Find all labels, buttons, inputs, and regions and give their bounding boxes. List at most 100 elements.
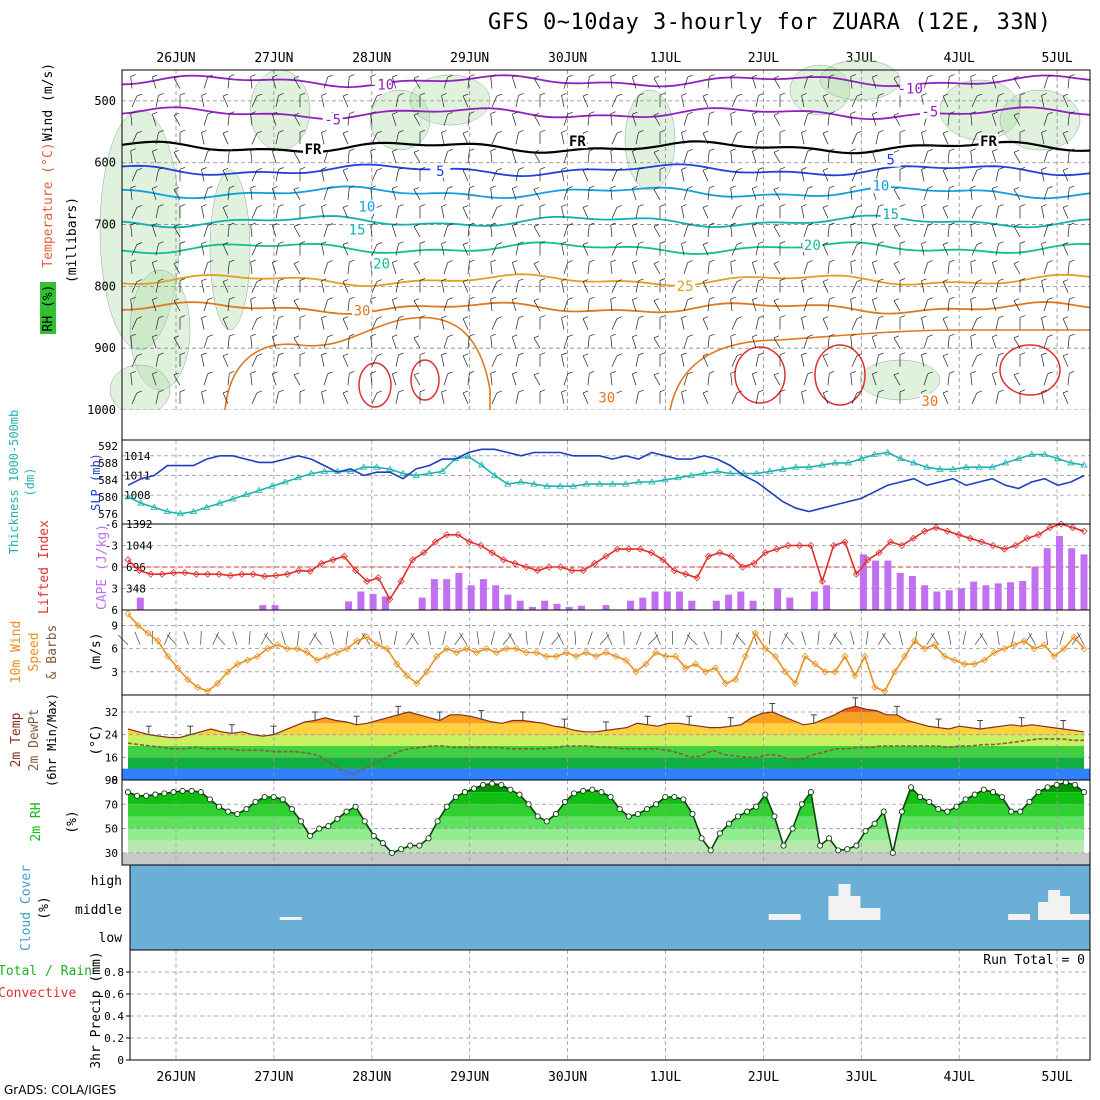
wind-barb-flag	[752, 371, 758, 375]
wind-barb	[131, 244, 138, 256]
wind-barb	[582, 95, 589, 108]
wind-barb-flag	[278, 389, 284, 393]
wind-barb-flag	[856, 205, 863, 208]
wind-barb	[707, 113, 710, 126]
wind-barb	[970, 224, 973, 237]
surface-wind-barb	[654, 631, 661, 645]
wind-barb	[871, 336, 877, 349]
cape-bar-37	[578, 605, 585, 610]
thickness-line-point-18	[360, 463, 368, 470]
cape-bar-28	[467, 585, 475, 610]
wind10-line-point-68	[801, 652, 809, 660]
wind-barb	[511, 225, 517, 238]
wind-barb	[462, 244, 469, 256]
wind-barb-flag	[278, 167, 284, 170]
wind-barb-flag	[610, 74, 616, 77]
wind-barb	[323, 373, 329, 386]
wind-barb	[131, 281, 138, 293]
wind-barb-flag	[419, 204, 426, 207]
wind-barb	[467, 113, 470, 126]
rh2m-line-point-45	[534, 813, 541, 820]
wind-barb-flag	[1069, 296, 1075, 300]
wind-barb-flag	[899, 389, 906, 393]
surface-wind-barb	[817, 630, 820, 645]
wind-barb	[893, 78, 901, 89]
wind-barb-flag	[822, 242, 829, 245]
wind-barb-flag	[878, 278, 884, 282]
wind-barb-flag	[272, 186, 278, 189]
wind-barb-flag	[992, 334, 998, 338]
wind-barb-flag	[893, 149, 900, 153]
wind-barb-flag	[850, 185, 856, 189]
wind-barb-flag	[878, 352, 884, 356]
wind-barb	[635, 206, 639, 219]
rh2m-line-point-82	[871, 820, 878, 827]
wind-barb-flag	[179, 92, 186, 96]
wind-barb-flag	[1019, 352, 1026, 356]
wind-barb-flag	[370, 185, 376, 189]
wind-barb	[155, 280, 159, 293]
thickness-line-point-39	[635, 478, 643, 485]
surface-wind-barb	[877, 632, 886, 645]
surface-wind-barb	[454, 633, 464, 645]
wind-barb-flag	[779, 204, 786, 207]
wind-barb	[250, 299, 253, 312]
wind-barb-flag	[342, 205, 349, 208]
wind10-line-point-65	[771, 652, 779, 660]
wind-barb	[587, 262, 590, 275]
wind-barb-flag	[872, 371, 878, 375]
upper-ylabel-rh: RH (%)	[41, 285, 56, 332]
wind-barb-flag	[582, 316, 589, 320]
wind-barb-flag	[561, 278, 567, 282]
wind-barb-flag	[893, 112, 900, 116]
wind-barb	[730, 336, 733, 349]
wind-barb-flag	[173, 372, 180, 376]
warm-cell-3	[814, 344, 866, 406]
lifted-index-line-point-37	[545, 563, 553, 571]
lifted-index-line-point-69	[909, 534, 917, 542]
wind-barb-flag	[659, 166, 666, 170]
thickness-line-point-50	[779, 465, 787, 472]
wind-barb-flag	[130, 370, 136, 374]
wind10-line-point-78	[901, 652, 909, 660]
lifted-index-line-point-65	[864, 556, 872, 564]
wind-barb-flag	[998, 389, 1004, 393]
wind-barb-flag	[752, 334, 758, 338]
wind-barb-flag	[589, 333, 595, 337]
wind-barb-flag	[1019, 166, 1026, 170]
wind-barb-flag	[462, 130, 469, 134]
upper-y-tick-1000: 1000	[87, 403, 116, 417]
rh2m-line-point-38	[470, 785, 478, 792]
wind-barb	[491, 244, 498, 256]
wind-barb	[822, 244, 829, 256]
wind-barb-flag	[299, 166, 306, 170]
wind-barb-flag	[992, 111, 998, 115]
wind-barb	[1041, 206, 1045, 219]
wind-barb	[323, 262, 329, 275]
wind-barb	[563, 114, 569, 126]
wind-barb	[151, 373, 157, 386]
wind-barb	[631, 336, 637, 349]
wind-barb-flag	[561, 389, 567, 393]
thickness-line-point-73	[1080, 461, 1088, 468]
wind-barb	[222, 281, 229, 293]
wind-barb-flag	[942, 167, 949, 171]
wind-barb	[582, 392, 589, 404]
wind-barb	[827, 113, 830, 126]
x-tick-top-3jul: 3JUL	[846, 51, 877, 66]
wind-barb-flag	[1013, 149, 1020, 153]
wind-barb-flag	[398, 167, 404, 170]
wind-barb-flag	[413, 335, 420, 339]
wind-barb-flag	[801, 130, 807, 133]
lifted-index-line-point-79	[1023, 534, 1031, 542]
wind-barb-flag	[709, 222, 715, 226]
wind-barb-flag	[349, 74, 355, 77]
wind-barb	[1067, 150, 1070, 163]
wind-barb-flag	[1047, 260, 1053, 263]
lifted-index-line-point-44	[625, 545, 633, 553]
wind-barb-flag	[278, 278, 284, 282]
wind-barb-flag	[250, 148, 256, 152]
rh-shade-12	[209, 169, 251, 331]
wind-barb	[155, 243, 159, 256]
wind-barb-flag	[702, 205, 709, 208]
